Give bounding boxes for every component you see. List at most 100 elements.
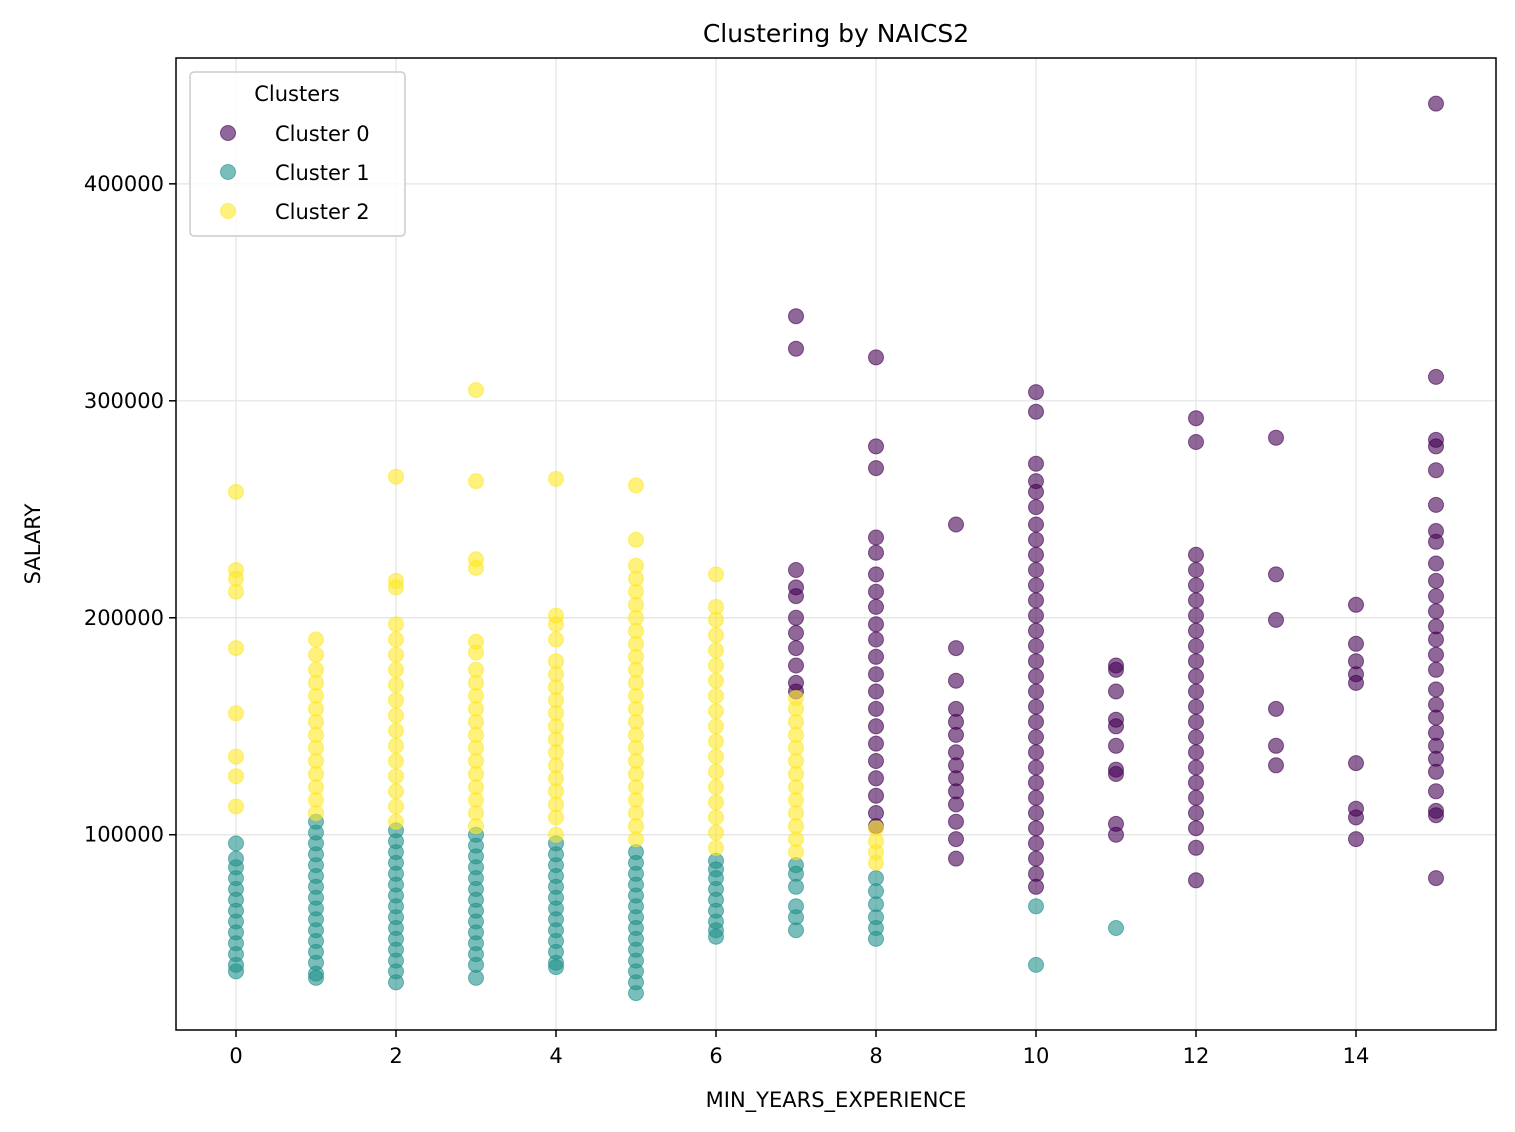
data-point [708, 928, 724, 945]
x-tick-label: 0 [229, 1044, 242, 1068]
data-point [948, 831, 964, 848]
data-point [788, 308, 804, 325]
series-0 [788, 95, 1444, 895]
data-point [868, 438, 884, 455]
data-point [1188, 789, 1204, 806]
data-point [1028, 668, 1044, 685]
data-point [1028, 878, 1044, 895]
data-point [708, 779, 724, 795]
data-point [708, 839, 724, 856]
data-point [1268, 700, 1284, 717]
data-point [1188, 759, 1204, 776]
data-point [708, 687, 724, 704]
data-point [1028, 683, 1044, 700]
data-point [948, 726, 964, 743]
data-point [788, 844, 804, 861]
data-points [228, 95, 1444, 1002]
data-point [1028, 956, 1044, 973]
data-point [628, 831, 644, 848]
data-point [548, 809, 564, 826]
data-point [1268, 757, 1284, 774]
x-tick-label: 14 [1343, 1044, 1370, 1068]
data-point [1108, 661, 1124, 678]
legend-entry-2: Cluster 2 [220, 200, 370, 224]
data-point [1028, 483, 1044, 500]
data-point [1188, 805, 1204, 821]
data-point [1188, 546, 1204, 563]
data-point [628, 985, 644, 1002]
data-point [1188, 607, 1204, 624]
data-point [1028, 384, 1044, 401]
data-point [788, 562, 804, 578]
legend-entry-1: Cluster 1 [220, 161, 370, 185]
data-point [948, 640, 964, 657]
x-tick-label: 4 [549, 1044, 562, 1068]
data-point [868, 598, 884, 615]
data-point [388, 692, 404, 709]
data-point [1188, 562, 1204, 578]
data-point [788, 878, 804, 895]
data-point [868, 930, 884, 947]
legend: Clusters Cluster 0 Cluster 1 Cluster 2 [189, 71, 406, 237]
data-point [1108, 920, 1124, 936]
data-point [1028, 698, 1044, 715]
x-tick-label: 2 [389, 1044, 402, 1068]
data-point [868, 460, 884, 477]
data-point [868, 583, 884, 600]
data-point [708, 566, 724, 583]
data-point [788, 657, 804, 674]
data-point [1028, 562, 1044, 578]
data-point [1428, 681, 1444, 698]
x-tick-label: 10 [1023, 1044, 1050, 1068]
data-point [548, 470, 564, 487]
data-point [868, 529, 884, 546]
data-point [1348, 809, 1364, 826]
data-point [1108, 826, 1124, 843]
data-point [388, 631, 404, 648]
data-point [1428, 533, 1444, 550]
data-point [1188, 434, 1204, 450]
data-point [1028, 820, 1044, 837]
data-point [948, 850, 964, 867]
data-point [1348, 635, 1364, 652]
data-point [868, 753, 884, 769]
data-point [1428, 555, 1444, 572]
data-point [788, 640, 804, 657]
data-point [1428, 462, 1444, 479]
data-point [1028, 592, 1044, 609]
data-point [948, 516, 964, 533]
data-point [1028, 577, 1044, 594]
data-point [708, 627, 724, 644]
data-point [1028, 455, 1044, 472]
data-point [1028, 759, 1044, 776]
data-point [1428, 709, 1444, 726]
data-point [1428, 588, 1444, 605]
x-axis-ticks: 0 2 4 6 8 10 12 14 [229, 1030, 1369, 1068]
data-point [708, 611, 724, 628]
data-point [1028, 653, 1044, 670]
data-point [1188, 683, 1204, 700]
data-point [868, 683, 884, 700]
legend-label-2: Cluster 2 [275, 200, 370, 224]
data-point [1028, 607, 1044, 624]
data-point [228, 748, 244, 765]
data-point [1268, 566, 1284, 583]
data-point [228, 705, 244, 722]
y-tick-label: 200000 [84, 606, 164, 630]
data-point [868, 787, 884, 804]
data-point [388, 768, 404, 785]
data-point [388, 677, 404, 693]
data-point [1028, 898, 1044, 915]
data-point [1348, 755, 1364, 772]
data-point [868, 631, 884, 648]
data-point [708, 672, 724, 689]
data-point [1428, 631, 1444, 648]
data-point [308, 805, 324, 821]
data-point [468, 559, 484, 576]
data-point [388, 707, 404, 724]
data-point [708, 733, 724, 750]
data-point [868, 666, 884, 683]
data-point [388, 579, 404, 596]
data-point [868, 735, 884, 752]
